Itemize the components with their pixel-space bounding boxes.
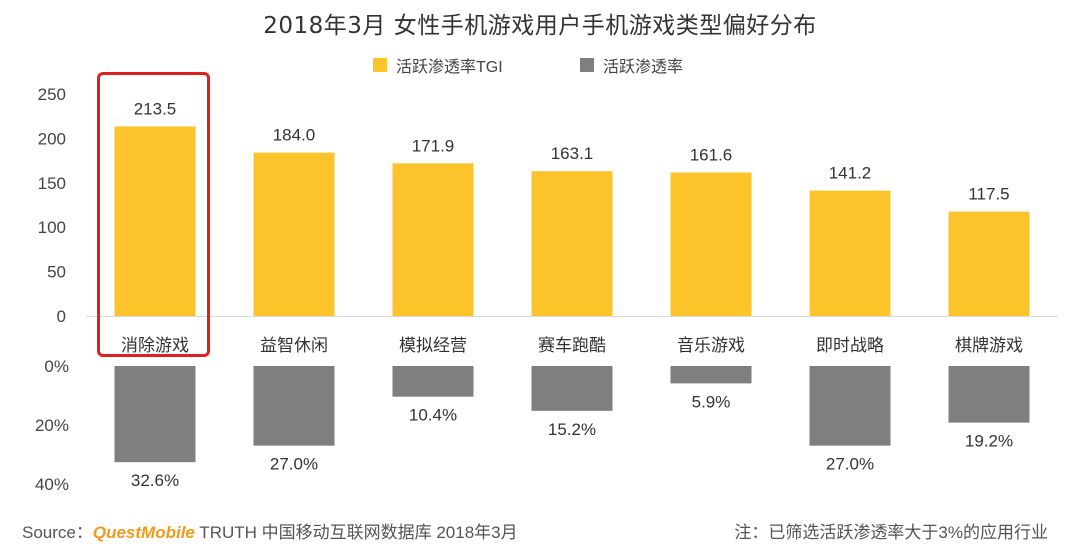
data-label-tgi: 163.1 [551,144,594,163]
legend-label-tgi: 活跃渗透率TGI [396,59,503,76]
bar-penetration [809,366,891,446]
y-tick-label: 50 [47,263,66,282]
source-rest: TRUTH 中国移动互联网数据库 2018年3月 [194,523,518,542]
bar-tgi [253,152,335,316]
data-label-tgi: 171.9 [412,136,455,155]
data-label-penetration: 10.4% [409,406,457,425]
legend-swatch-tgi [373,58,387,72]
x-tick-label: 消除游戏 [121,336,189,356]
y-tick-label: 200 [38,129,66,148]
data-label-penetration: 15.2% [548,420,596,439]
source-brand: QuestMobile [92,523,195,542]
y-tick-label: 100 [38,218,66,237]
bar-penetration [253,366,335,446]
data-label-tgi: 213.5 [134,99,177,118]
data-label-penetration: 32.6% [131,471,179,490]
data-label-penetration: 27.0% [270,455,318,474]
legend-swatch-penetration [580,58,594,72]
bar-tgi [670,172,752,316]
x-tick-label: 益智休闲 [260,336,328,356]
legend-label-penetration: 活跃渗透率 [603,59,684,76]
source-prefix: Source： [22,523,93,542]
legend-item-tgi: 活跃渗透率TGI [373,52,503,78]
data-label-penetration: 27.0% [826,455,874,474]
chart-title: 2018年3月 女性手机游戏用户手机游戏类型偏好分布 [263,13,817,39]
bar-tgi [531,171,613,316]
bar-tgi [948,211,1030,316]
data-label-penetration: 19.2% [965,432,1013,451]
footnote: 注：已筛选活跃渗透率大于3%的应用行业 [734,523,1048,542]
bar-tgi [392,163,474,316]
y2-tick-label: 20% [35,416,69,435]
data-label-tgi: 184.0 [273,126,316,145]
x-tick-label: 赛车跑酷 [538,335,606,356]
highlight-box [97,72,210,357]
data-label-penetration: 5.9% [692,392,731,411]
y2-tick-label: 0% [44,357,69,376]
y-tick-label: 150 [38,174,66,193]
legend-item-penetration: 活跃渗透率 [580,52,683,78]
x-tick-label: 棋牌游戏 [955,336,1023,356]
data-label-tgi: 117.5 [968,185,1009,204]
bar-penetration [114,366,196,463]
bar-penetration [392,366,474,397]
data-label-tgi: 161.6 [690,145,733,164]
legend: 活跃渗透率TGI 活跃渗透率 [0,52,1080,78]
source-note: Source：QuestMobile TRUTH 中国移动互联网数据库 2018… [22,518,518,543]
bar-tgi [114,126,196,316]
bar-penetration [948,366,1030,423]
bar-penetration [670,366,752,384]
y-tick-label: 0 [57,307,66,326]
bar-tgi [809,190,891,316]
x-tick-label: 模拟经营 [399,336,467,356]
y2-tick-label: 40% [35,475,69,494]
data-label-tgi: 141.2 [829,164,872,183]
y-tick-label: 250 [38,85,66,104]
x-tick-label: 音乐游戏 [677,336,745,356]
bar-penetration [531,366,613,411]
x-tick-label: 即时战略 [816,336,884,356]
